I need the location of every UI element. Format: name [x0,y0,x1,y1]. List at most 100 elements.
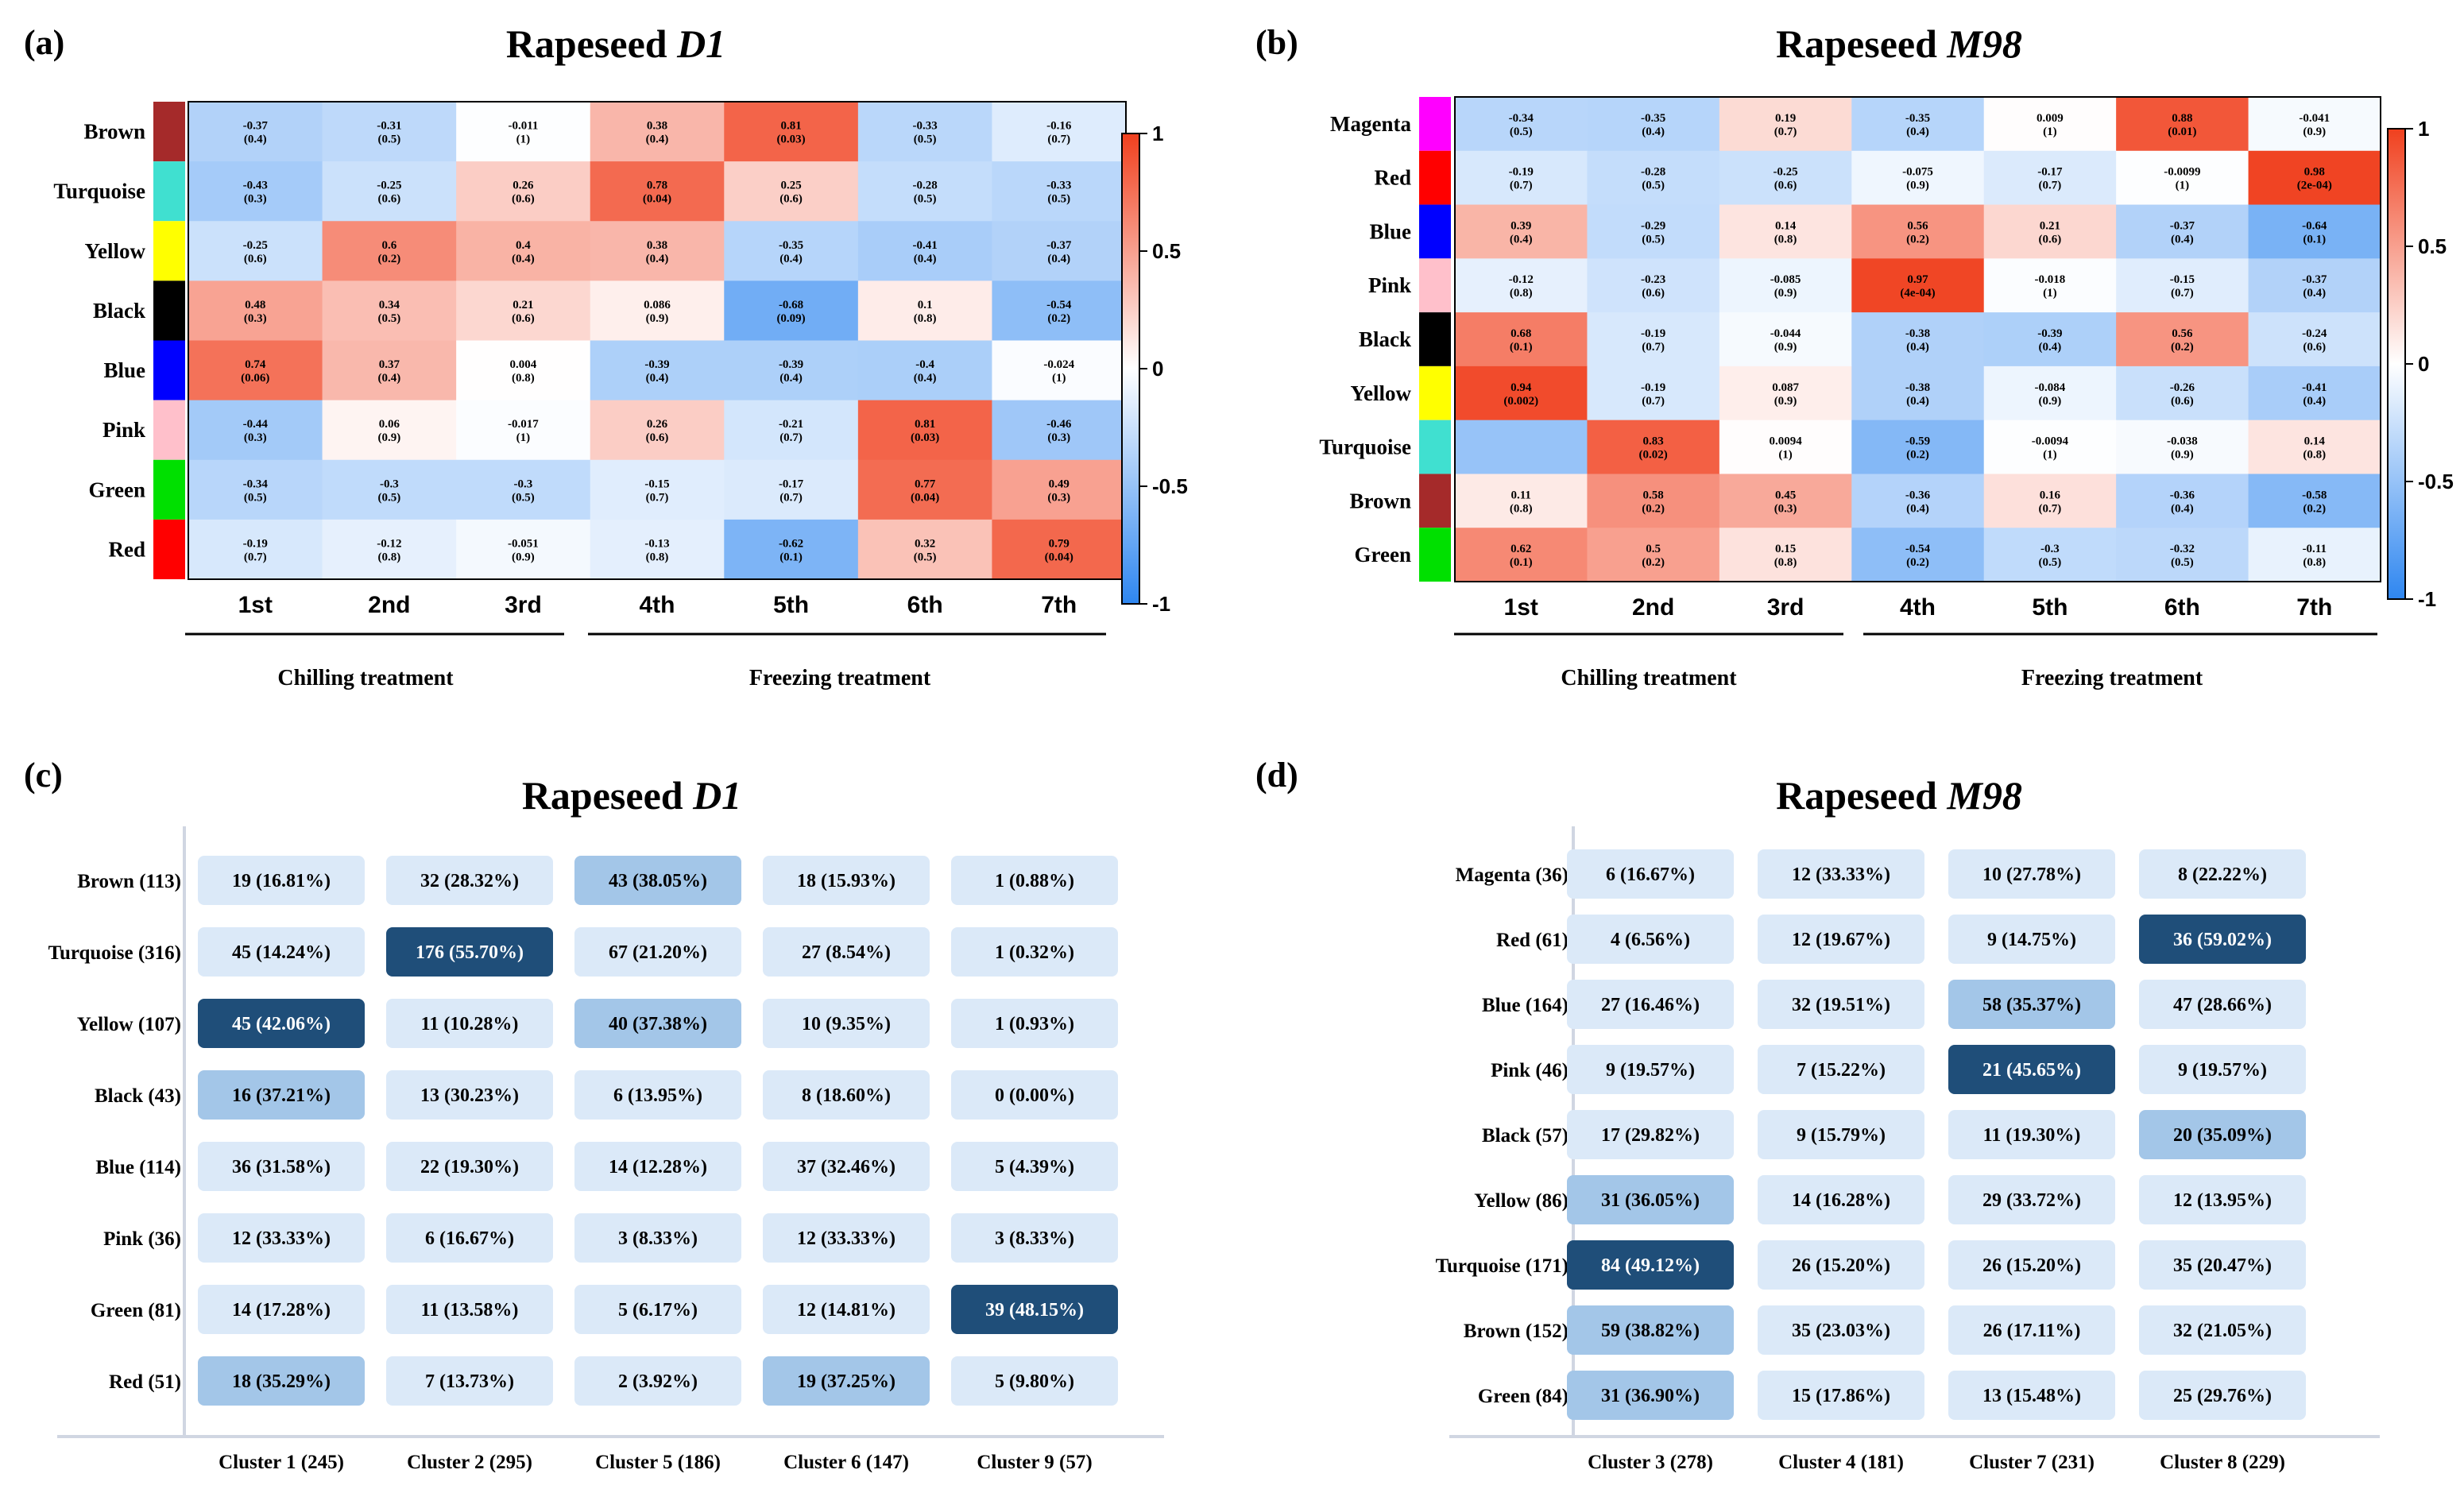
cell-correlation: 0.81 [915,418,935,431]
table-cell-value: 12 (33.33%) [1792,864,1890,885]
table-cell-value: 5 (4.39%) [995,1157,1074,1178]
table-row-label: Black (57) [1482,1125,1569,1147]
heatmap-cell [590,519,725,580]
table-cell-value: 36 (31.58%) [232,1157,331,1178]
table-cell-value: 10 (9.35%) [802,1014,891,1035]
module-swatch-turquoise [1419,420,1451,474]
cell-pvalue: (0.7) [779,431,803,444]
cell-correlation: -0.34 [1509,112,1534,125]
cell-correlation: -0.28 [913,180,938,192]
cell-pvalue: (0.3) [244,193,267,206]
table-cell-value: 6 (13.95%) [613,1085,702,1106]
table-row-label: Blue (114) [95,1157,181,1178]
cell-correlation: -0.085 [1770,273,1801,286]
heatmap-cell [456,459,591,520]
cell-correlation: -0.32 [2170,543,2195,555]
cell-correlation: -0.25 [377,180,401,192]
table-cell-box [198,927,365,977]
panel-label-d: (d) [1255,756,1298,795]
table-cell-box [574,856,741,905]
cell-correlation: 0.81 [780,120,801,133]
cell-correlation: 0.88 [2172,112,2192,125]
heatmap-cell [188,221,323,281]
row-label-turquoise: Turquoise [53,180,145,203]
cell-correlation: -0.3 [514,478,533,490]
cell-correlation: 0.37 [379,358,400,371]
heatmap-border [1454,96,2381,582]
heatmap-cell [1587,97,1720,152]
table-cell-value: 39 (48.15%) [985,1300,1084,1321]
table-cell-value: 16 (37.21%) [232,1085,331,1106]
cell-correlation: -0.46 [1046,418,1072,431]
panel-label-a: (a) [24,23,64,62]
cell-correlation: -0.59 [1905,435,1930,448]
heatmap-cell [1719,365,1852,421]
cell-pvalue: (1) [2043,287,2057,300]
row-label-black: Black [1359,327,1411,351]
colorbar-tick-label: 0.5 [1152,239,1181,263]
cell-correlation: 0.39 [1511,219,1531,232]
table-cell-value: 12 (13.95%) [2173,1190,2272,1211]
heatmap-cell [857,221,992,281]
cell-correlation: -0.44 [243,418,269,431]
cell-pvalue: (0.8) [914,312,937,325]
module-swatch-brown [1419,474,1451,528]
cell-pvalue: (0.1) [779,551,803,563]
cell-pvalue: (0.4) [2039,341,2062,354]
cell-correlation: -0.0099 [2164,166,2200,179]
table-cell-value: 12 (33.33%) [232,1228,331,1249]
cell-pvalue: (0.4) [2303,395,2326,408]
table-cell-value: 19 (16.81%) [232,871,331,891]
cell-pvalue: (0.9) [2039,395,2062,408]
heatmap-cell [1851,312,1985,367]
cell-pvalue: (0.4) [244,133,267,146]
table-cell-box [2139,849,2306,899]
table-cell-value: 6 (16.67%) [425,1228,514,1249]
table-cell-box [2139,915,2306,964]
cell-correlation: 0.087 [1772,381,1799,394]
table-cell-value: 21 (45.65%) [1982,1060,2081,1081]
heatmap-cell [1587,528,1720,582]
heatmap-cell [724,161,859,222]
table-cell-value: 12 (33.33%) [797,1228,895,1249]
table-cell-box [1567,1240,1734,1290]
cell-pvalue: (0.2) [1047,312,1070,325]
table-cell-value: 11 (19.30%) [1983,1125,2081,1146]
cell-correlation: 0.009 [2037,112,2064,125]
table-cell-value: 7 (13.73%) [425,1371,514,1392]
row-label-black: Black [93,299,145,323]
table-cell-value: 9 (15.79%) [1797,1125,1886,1146]
heatmap-cell [322,221,457,281]
cell-correlation: -0.29 [1641,219,1665,232]
heatmap-cell [188,340,323,401]
table-cell-value: 2 (3.92%) [618,1371,698,1392]
cell-correlation: 0.77 [915,478,936,490]
heatmap-cell [2116,97,2249,152]
table-cell-box [574,999,741,1048]
table-cell-value: 8 (22.22%) [2178,864,2267,885]
colorbar-tick-label: 0 [1152,357,1163,381]
colorbar-tick-label: 0 [2418,352,2429,376]
heatmap-cell [1719,204,1852,259]
heatmap-cell [1587,258,1720,313]
cell-pvalue: (0.8) [377,551,400,563]
cell-correlation: -0.17 [779,478,804,490]
cell-correlation: -0.41 [2302,381,2327,394]
cell-pvalue: (0.5) [914,133,937,146]
cell-correlation: 0.78 [647,180,667,192]
table-cell-box [574,927,741,977]
heatmap-cell [857,280,992,341]
table-row-label: Turquoise (316) [48,942,181,964]
table-row-label: Green (84) [1478,1386,1569,1407]
table-cell-value: 7 (15.22%) [1797,1060,1886,1081]
table-cell-value: 31 (36.05%) [1601,1190,1700,1211]
heatmap-cell [1851,365,1985,421]
heatmap-cell [1983,97,2117,152]
cell-correlation: -0.4 [915,358,934,371]
heatmap-cell [322,102,457,162]
heatmap-cell [456,221,591,281]
row-label-pink: Pink [1368,273,1411,297]
table-cell-box [1948,1110,2115,1159]
heatmap-cell [322,400,457,461]
cell-correlation: -0.23 [1641,273,1665,286]
